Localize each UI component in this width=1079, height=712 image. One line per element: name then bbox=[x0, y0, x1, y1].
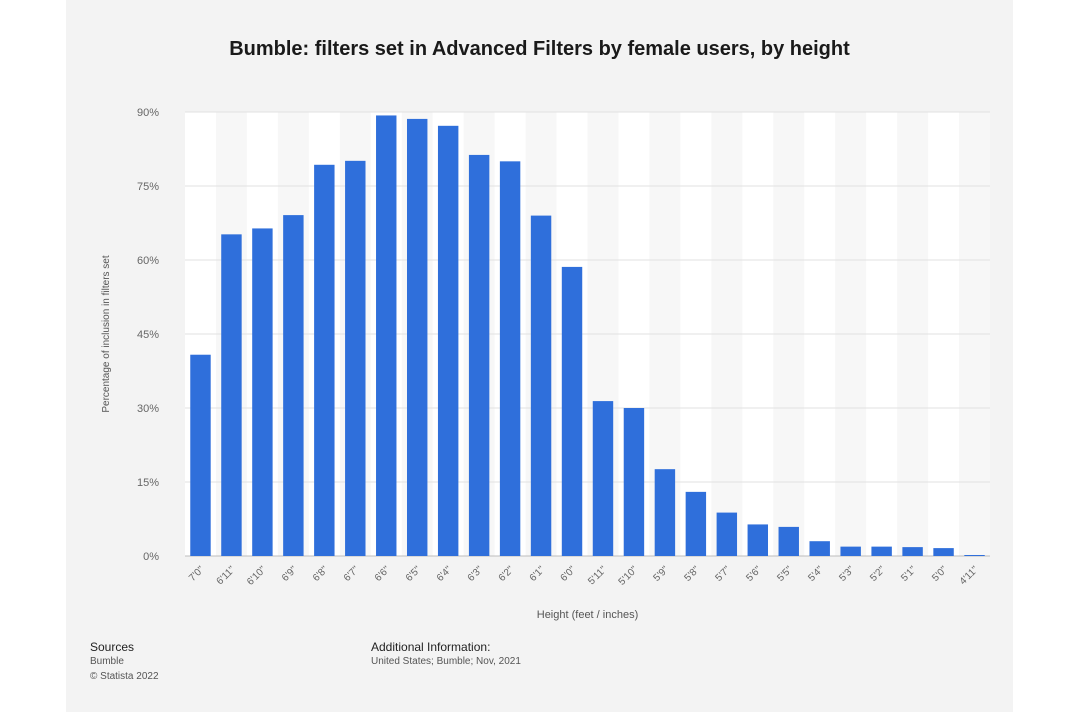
bar bbox=[190, 354, 211, 556]
bar bbox=[871, 546, 892, 556]
x-tick-label: 5'0" bbox=[930, 564, 950, 584]
y-axis-label: Percentage of inclusion in filters set bbox=[101, 255, 112, 413]
bar bbox=[747, 524, 769, 556]
additional-info-heading: Additional Information: bbox=[371, 640, 491, 654]
bar bbox=[437, 125, 459, 557]
x-tick-label: 6'1" bbox=[528, 564, 548, 584]
y-tick-label: 30% bbox=[137, 403, 159, 415]
x-tick-label: 5'5" bbox=[775, 564, 795, 584]
x-tick-label: 5'10" bbox=[617, 564, 641, 588]
x-tick-label: 6'6" bbox=[373, 564, 393, 584]
bar bbox=[252, 228, 273, 556]
x-tick-label: 6'4" bbox=[435, 564, 455, 584]
x-tick-label: 7'0" bbox=[187, 564, 207, 584]
x-tick-label: 6'7" bbox=[342, 564, 362, 584]
sources-heading: Sources bbox=[90, 640, 135, 654]
sources-line-2: © Statista 2022 bbox=[90, 671, 159, 682]
bar bbox=[499, 161, 521, 557]
bar bbox=[654, 469, 676, 556]
bar bbox=[964, 555, 985, 556]
bar bbox=[685, 491, 707, 556]
x-tick-label: 5'6" bbox=[744, 564, 764, 584]
bar bbox=[406, 118, 428, 556]
y-tick-label: 0% bbox=[143, 551, 159, 563]
x-tick-label: 6'11" bbox=[215, 564, 238, 587]
y-tick-label: 90% bbox=[137, 107, 159, 119]
x-tick-label: 5'1" bbox=[899, 564, 919, 584]
bar bbox=[221, 234, 242, 556]
bar bbox=[530, 215, 552, 556]
bar bbox=[809, 541, 830, 556]
bar bbox=[376, 115, 397, 556]
y-tick-label: 75% bbox=[137, 181, 159, 193]
x-axis-label: Height (feet / inches) bbox=[537, 609, 639, 621]
bar bbox=[902, 547, 923, 556]
bar-chart: 0% 15% 30% 45% 60% 75% 90% 7'0" 6'11" 6'10" 6'9" 6'… bbox=[101, 107, 990, 621]
bar bbox=[345, 160, 366, 556]
bar bbox=[716, 512, 738, 556]
bar bbox=[592, 401, 614, 556]
bar bbox=[840, 546, 861, 556]
x-tick-label: 5'9" bbox=[652, 564, 672, 584]
x-tick-label: 6'2" bbox=[497, 564, 517, 584]
y-tick-label: 15% bbox=[137, 477, 159, 489]
x-tick-label: 6'5" bbox=[404, 564, 424, 584]
x-tick-label: 6'8" bbox=[311, 564, 331, 584]
bar bbox=[933, 548, 954, 556]
x-tick-label: 5'3" bbox=[837, 564, 857, 584]
y-tick-label: 60% bbox=[137, 255, 159, 267]
chart-title: Bumble: filters set in Advanced Filters … bbox=[229, 38, 850, 60]
y-tick-label: 45% bbox=[137, 329, 159, 341]
x-tick-label: 5'8" bbox=[682, 564, 702, 584]
bar bbox=[623, 408, 645, 556]
bar bbox=[283, 215, 304, 556]
bar bbox=[468, 154, 490, 557]
x-tick-label: 5'11" bbox=[586, 564, 609, 587]
sources-line-1: Bumble bbox=[90, 656, 124, 667]
x-tick-label: 5'2" bbox=[868, 564, 888, 584]
bar bbox=[778, 526, 799, 556]
x-tick-label: 6'0" bbox=[559, 564, 579, 584]
bar bbox=[561, 266, 583, 556]
x-tick-label: 5'7" bbox=[713, 564, 733, 584]
x-tick-label: 5'4" bbox=[806, 564, 826, 584]
bar bbox=[314, 164, 335, 556]
x-tick-label: 4'11" bbox=[958, 564, 981, 587]
x-tick-label: 6'3" bbox=[466, 564, 486, 584]
x-tick-label: 6'9" bbox=[280, 564, 300, 584]
x-tick-label: 6'10" bbox=[245, 564, 269, 588]
additional-info-text: United States; Bumble; Nov, 2021 bbox=[371, 656, 521, 667]
